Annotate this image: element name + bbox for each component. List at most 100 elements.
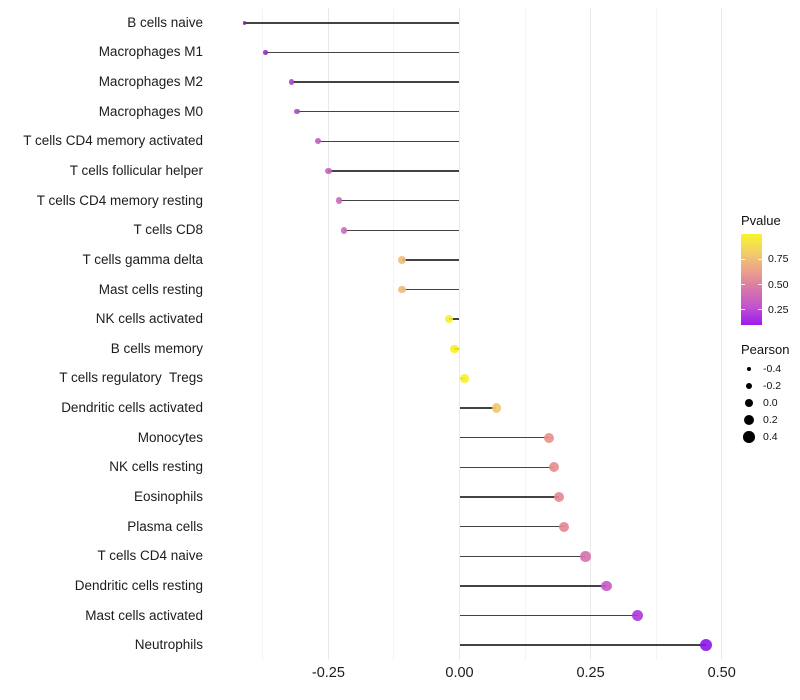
lollipop-stem [317,140,460,143]
lollipop-stem [244,22,460,24]
lollipop-dot [335,197,343,204]
pvalue-gradient-tick [758,284,762,286]
y-axis-label: Eosinophils [133,489,203,504]
pearson-legend-title: Pearson [741,342,790,357]
y-axis-label: Macrophages M0 [98,103,203,119]
lollipop-dot [600,580,612,592]
lollipop-stem [459,407,497,409]
lollipop-stem [459,525,565,528]
lollipop-dot [543,432,554,443]
y-axis-labels: B cells naive Macrophages M1 Macrophages M… [0,8,212,660]
gridline-major [459,8,460,660]
lollipop-dot [289,79,295,85]
lollipop-dot [325,167,332,175]
lollipop-stem [459,436,549,439]
pvalue-tick-label: 0.25 [768,303,789,316]
lollipop-stem [344,229,460,232]
x-axis: -0.25 0.00 0.25 0.50 [221,665,736,685]
lollipop-dot [460,374,470,383]
legend-size-dot [744,398,754,408]
lollipop-stem [291,81,460,83]
x-axis-tick-label: 0.25 [576,665,605,681]
y-axis-label: B cells naive [127,14,203,30]
lollipop-dot [548,462,559,473]
lollipop-stem [459,644,706,646]
y-axis-label: Plasma cells [127,518,203,534]
lollipop-dot [699,639,712,652]
gridline-minor [655,8,657,660]
lollipop-dot [294,109,300,115]
lollipop-dot [554,491,565,503]
lollipop-stem [265,51,460,54]
lollipop-stem [459,555,586,558]
y-axis-label: Mast cells activated [85,607,203,623]
lollipop-dot [559,521,570,532]
lollipop-stem [401,288,460,291]
y-axis-label: T cells CD4 memory resting [36,192,203,208]
legend-size-label: -0.2 [763,380,782,392]
x-axis-tick-label: -0.25 [311,665,345,681]
legend-size-label: 0.0 [763,397,778,409]
lollipop-stem [459,614,638,617]
y-axis-label: NK cells activated [95,311,203,327]
pvalue-gradient-tick [741,309,745,311]
pvalue-gradient-tick [758,309,762,311]
plot-panel [221,8,729,660]
gridline-major [721,8,723,660]
gridline-major [327,8,329,660]
x-axis-tick-label: 0.00 [445,665,474,681]
pvalue-gradient-bar [741,234,762,325]
y-axis-label: T cells CD4 naive [97,548,203,564]
lollipop-dot [242,20,247,25]
pvalue-gradient-tick [758,258,762,260]
legend-size-dot [743,414,755,426]
legend-size-label: 0.4 [763,431,778,443]
lollipop-stem [338,199,460,202]
legend-size-dot [745,382,753,390]
lollipop-stem [459,585,607,587]
y-axis-label: Neutrophils [134,637,203,653]
gridline-minor [262,8,264,660]
legend-size-dot [743,431,755,443]
y-axis-label: T cells regulatory Tregs [59,370,203,386]
legend-size-label: 0.2 [763,414,778,426]
lollipop-stem [449,318,460,320]
y-axis-label: Dendritic cells resting [74,577,203,593]
pvalue-tick-label: 0.75 [768,253,789,266]
y-axis-label: T cells CD4 memory activated [23,133,203,149]
lollipop-stem [296,110,460,113]
y-axis-label: T cells gamma delta [82,251,203,267]
y-axis-label: Mast cells resting [98,281,203,297]
gridline-major [590,8,592,660]
gridline-minor [393,8,395,660]
lollipop-dot [340,226,348,234]
lollipop-dot [449,344,459,354]
lollipop-dot [444,314,454,324]
lollipop-dot [263,50,268,55]
y-axis-label: Macrophages M1 [98,44,203,60]
lollipop-dot [580,551,591,562]
y-axis-label: Dendritic cells activated [61,400,203,416]
lollipop-dot [632,609,644,622]
pvalue-legend-title: Pvalue [741,213,781,228]
y-axis-label: T cells CD8 [133,222,203,238]
lollipop-dot [397,285,406,294]
y-axis-label: T cells follicular helper [69,163,203,178]
y-axis-label: B cells memory [110,340,203,356]
pvalue-tick-label: 0.50 [768,278,789,291]
y-axis-label: Monocytes [137,429,203,445]
legend-size-dot [746,366,752,372]
y-axis-label: NK cells resting [109,459,203,475]
lollipop-dot [314,138,321,145]
legend-size-label: -0.4 [763,363,782,375]
x-axis-tick-label: 0.50 [707,665,736,681]
lollipop-dot [397,256,406,264]
pvalue-gradient-tick [741,258,745,260]
lollipop-stem [401,259,460,261]
lollipop-stem [459,496,560,498]
pvalue-gradient-tick [741,284,745,286]
lollipop-stem [459,466,554,469]
y-axis-label: Macrophages M2 [98,74,203,90]
gridline-minor [524,8,526,660]
